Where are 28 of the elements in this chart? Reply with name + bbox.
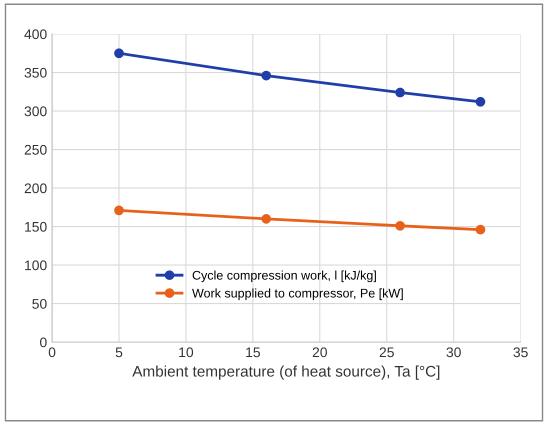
y-tick-label: 250: [24, 144, 47, 155]
point: [395, 88, 405, 98]
legend-label: Cycle compression work, l [kJ/kg]: [192, 270, 376, 282]
y-tick-label: 0: [40, 337, 47, 348]
y-tick-label: 400: [24, 29, 47, 40]
point: [114, 206, 124, 216]
y-tick-label: 300: [24, 106, 47, 116]
x-tick-label: 5: [116, 347, 122, 358]
x-tick-label: 25: [380, 347, 394, 358]
point: [476, 96, 486, 107]
y-tick-label: 50: [32, 298, 47, 309]
y-tick-label: 100: [25, 260, 47, 270]
x-tick-label: 10: [179, 347, 194, 358]
x-tick-label: 30: [446, 347, 461, 358]
point: [261, 214, 272, 224]
x-axis-title: Ambient temperature (of heat source), Ta [°C]: [132, 365, 440, 380]
point: [114, 48, 124, 58]
y-tick-label: 150: [25, 222, 47, 232]
y-tick-label: 350: [24, 68, 47, 78]
x-tick-label: 20: [312, 347, 327, 358]
point: [261, 70, 272, 80]
legend-label: Work supplied to compressor, Pe [kW]: [192, 288, 403, 300]
point: [476, 224, 486, 235]
point: [395, 220, 405, 231]
x-tick-label: 0: [48, 347, 56, 358]
y-tick-label: 200: [24, 183, 47, 194]
x-tick-label: 15: [246, 347, 260, 358]
x-tick-label: 35: [513, 347, 528, 358]
